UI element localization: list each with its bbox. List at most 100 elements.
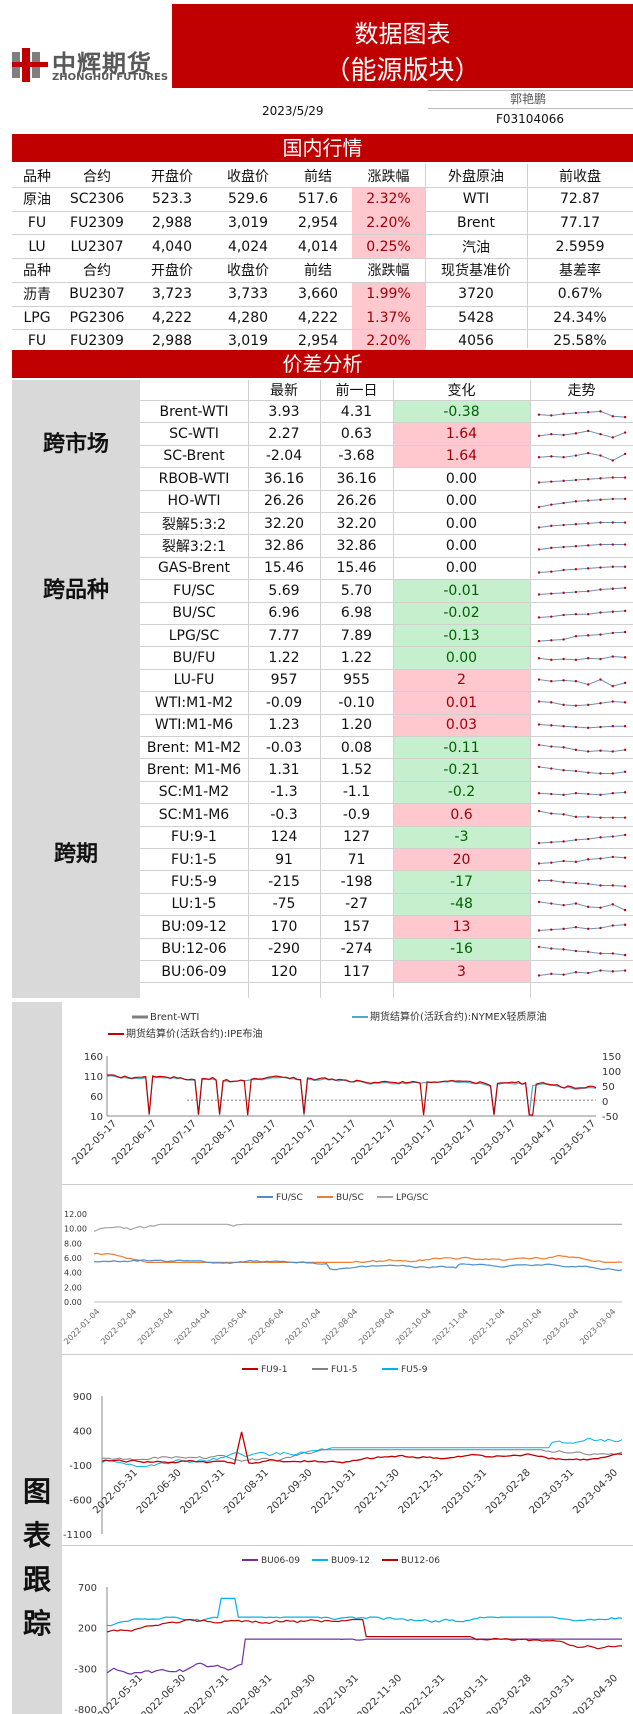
domestic-cell: 3,660 <box>297 286 339 302</box>
spread-latest: 7.77 <box>268 627 300 644</box>
domestic-cell: 4,024 <box>227 238 269 255</box>
domestic-header-cell: 合约 <box>83 168 111 185</box>
charts-section-label: 图 表 跟 踪 <box>12 1470 62 1646</box>
spread-sparkline <box>537 766 627 776</box>
spread-change: -0.38 <box>393 401 530 423</box>
author: 郭艳鹏 <box>510 92 547 106</box>
y-tick-label: 10.00 <box>64 1225 87 1234</box>
legend-label: FU5-9 <box>401 1365 428 1375</box>
series-bu06-09 <box>106 1638 622 1675</box>
spread-latest: 26.26 <box>263 493 305 510</box>
domestic-cell: 3,019 <box>227 333 269 350</box>
spread-side-panel <box>12 380 140 998</box>
x-tick-label: 2023-04-30 <box>571 1673 620 1714</box>
spread-sparkline <box>537 923 627 932</box>
spread-change: 0.01 <box>393 692 530 714</box>
x-tick-label: 2022-10-31 <box>309 1467 358 1516</box>
spread-latest: 2.27 <box>268 426 300 443</box>
y-tick-label: 60 <box>90 1092 103 1103</box>
spread-sparkline <box>537 497 627 508</box>
spread-sparkline <box>537 410 627 419</box>
spread-sparkline <box>537 565 627 574</box>
spread-name: FU/SC <box>140 580 248 602</box>
domestic-header-cell: 外盘原油 <box>448 168 504 185</box>
x-tick-label: 2022-05-04 <box>210 1307 249 1346</box>
spread-sparkline <box>537 430 627 440</box>
label-char-1: 图 <box>22 1475 51 1508</box>
x-tick-label: 2022-12-31 <box>399 1673 448 1714</box>
domestic-cell: 2.32% <box>352 187 425 211</box>
spread-change: 0.00 <box>445 493 478 510</box>
domestic-header-cell: 收盘价 <box>227 168 269 185</box>
spread-prev: -27 <box>345 896 368 913</box>
y-tick-label: 700 <box>78 1583 97 1594</box>
legend-label: Brent-WTI <box>150 1012 199 1023</box>
chart-crude-spread: Brent-WTI 期货结算价(活跃合约):NYMEX轻质原油期货结算价(活跃合约… <box>70 1010 621 1167</box>
x-tick-label: 2023-03-04 <box>578 1307 617 1346</box>
spread-prev: -0.10 <box>338 694 375 711</box>
domestic-header-cell: 收盘价 <box>227 263 269 280</box>
label-char-3: 跟 <box>22 1563 51 1596</box>
domestic-cell: 25.58% <box>553 333 607 350</box>
spread-prev: 0.08 <box>340 739 373 756</box>
spread-change: -0.02 <box>393 602 530 624</box>
domestic-cell: 原油 <box>23 192 51 209</box>
spread-name: GAS-Brent <box>140 557 248 580</box>
spread-change: -16 <box>393 938 530 960</box>
spread-change: 0.6 <box>393 804 530 826</box>
spread-latest: 170 <box>270 918 298 935</box>
series-fu1-5 <box>101 1449 623 1462</box>
spread-latest: 5.69 <box>268 582 300 599</box>
logo-mark-icon <box>12 48 48 82</box>
y-tick-label: 6.00 <box>64 1254 82 1263</box>
y-tick-label: 0.00 <box>64 1298 82 1307</box>
y-tick-label: 12.00 <box>64 1210 87 1219</box>
series-fu5-9 <box>101 1438 623 1468</box>
x-tick-label: 2022-01-04 <box>62 1307 101 1346</box>
chart-ratio-to-sc: FU/SC BU/SC LPG/SC 12.00 10.00 8.00 6.00 4.00 2.… <box>62 1193 623 1346</box>
x-tick-label: 2022-03-04 <box>136 1307 175 1346</box>
domestic-cell: 沥青 <box>23 287 51 303</box>
legend-label: BU06-09 <box>261 1556 300 1566</box>
spread-name: LU-FU <box>140 669 248 692</box>
domestic-header-cell: 现货基准价 <box>441 263 511 280</box>
spread-latest: 957 <box>270 672 298 689</box>
spread-change: 0.03 <box>393 714 530 736</box>
domestic-cell: 4,280 <box>227 309 269 326</box>
spread-sparkline <box>537 700 627 708</box>
spread-name: FU:1-5 <box>140 849 248 871</box>
spread-latest: -290 <box>268 941 300 958</box>
spread-sparkline <box>537 630 627 643</box>
x-tick-label: 2022-11-30 <box>353 1467 402 1516</box>
domestic-cell: 3720 <box>458 286 494 302</box>
spread-name: HO-WTI <box>140 490 248 512</box>
spread-prev: 0.63 <box>340 426 373 443</box>
spread-name: 裂解5:3:2 <box>140 513 248 535</box>
domestic-cell: Brent <box>456 214 496 231</box>
spread-name: SC-WTI <box>140 423 248 445</box>
x-tick-label: 2023-01-04 <box>504 1307 543 1346</box>
spread-latest: 32.86 <box>263 538 305 555</box>
spread-change: 2 <box>393 669 530 692</box>
x-tick-label: 2022-08-31 <box>226 1673 275 1714</box>
x-tick-label: 2022-09-30 <box>269 1673 318 1714</box>
y-tick-label: 900 <box>73 1392 92 1403</box>
title-box: 数据图表 （能源版块） <box>172 4 633 88</box>
chart-fu-spreads: FU9-1 FU1-5 FU5-9 900 400 -100 -600 -1100 2022-0… <box>63 1365 623 1541</box>
spread-change: -17 <box>393 871 530 893</box>
y-tick-label: -600 <box>69 1496 92 1507</box>
y-tick-label: -300 <box>74 1664 97 1675</box>
domestic-cell: 4,040 <box>151 238 193 255</box>
y-tick-label-right: 0 <box>602 1097 608 1108</box>
spread-prev: 1.52 <box>340 762 373 779</box>
spread-sparkline <box>537 855 627 865</box>
series-fu-sc <box>93 1259 623 1272</box>
spread-header-cell: 变化 <box>447 383 476 399</box>
domestic-cell: 4,222 <box>151 309 193 326</box>
x-tick-label: 2022-08-31 <box>222 1467 271 1516</box>
domestic-cell: 3,723 <box>151 286 193 302</box>
spread-name: FU:9-1 <box>140 826 248 848</box>
spread-change: -0.13 <box>393 625 530 647</box>
legend-label: FU/SC <box>276 1193 303 1203</box>
spread-latest: 36.16 <box>263 470 305 487</box>
